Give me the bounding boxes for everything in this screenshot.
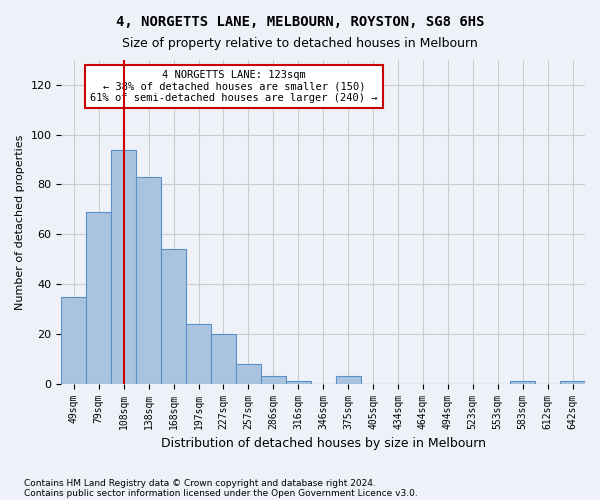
Bar [560,381,585,384]
Bar [261,376,286,384]
Y-axis label: Number of detached properties: Number of detached properties [15,134,25,310]
Bar [61,296,86,384]
Bar [186,324,211,384]
Bar [510,381,535,384]
Text: 4, NORGETTS LANE, MELBOURN, ROYSTON, SG8 6HS: 4, NORGETTS LANE, MELBOURN, ROYSTON, SG8… [116,15,484,29]
Text: Size of property relative to detached houses in Melbourn: Size of property relative to detached ho… [122,38,478,51]
Bar [286,381,311,384]
Text: Contains HM Land Registry data © Crown copyright and database right 2024.: Contains HM Land Registry data © Crown c… [24,478,376,488]
Bar [211,334,236,384]
X-axis label: Distribution of detached houses by size in Melbourn: Distribution of detached houses by size … [161,437,486,450]
Bar [111,150,136,384]
Text: Contains public sector information licensed under the Open Government Licence v3: Contains public sector information licen… [24,488,418,498]
Text: 4 NORGETTS LANE: 123sqm
← 38% of detached houses are smaller (150)
61% of semi-d: 4 NORGETTS LANE: 123sqm ← 38% of detache… [91,70,378,103]
Bar [136,177,161,384]
Bar [335,376,361,384]
Bar [86,212,111,384]
Bar [236,364,261,384]
Bar [161,249,186,384]
